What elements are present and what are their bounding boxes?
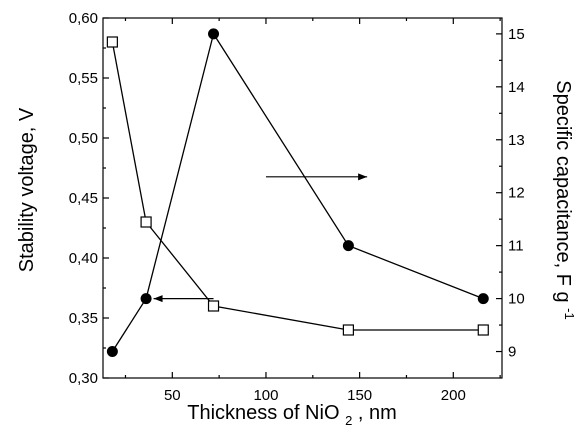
plot-frame xyxy=(102,17,503,379)
y2-axis-title-text: Specific capacitance, F g xyxy=(552,80,574,302)
x-axis-title-subscript: 2 xyxy=(345,413,352,428)
chart-ticks: 50 100 150 200 0,30 0,35 0,40 0,45 0,50 0,55 0,60 9… xyxy=(69,10,525,404)
y2-tick-label: 12 xyxy=(508,185,525,202)
y2-tick-label: 14 xyxy=(508,79,525,96)
arrow-head-left-axis xyxy=(153,295,163,303)
series-point-square xyxy=(342,324,354,336)
y2-tick-label: 13 xyxy=(508,132,525,149)
y-tick-label: 0,55 xyxy=(69,70,98,87)
y-tick-label: 0,35 xyxy=(69,310,98,327)
y-tick-label: 0,50 xyxy=(69,130,98,147)
y2-tick-label: 11 xyxy=(508,238,524,255)
chart-annotations xyxy=(153,173,368,303)
x-tick-label: 200 xyxy=(441,387,466,404)
series-point-square xyxy=(207,300,220,312)
x-tick-label: 50 xyxy=(164,387,181,404)
series-point-circle xyxy=(106,346,118,358)
series-point-circle xyxy=(477,293,489,305)
x-axis-title: Thickness of NiO 2 , nm xyxy=(187,402,397,430)
y2-axis-title: Specific capacitance, F g -1 xyxy=(552,80,577,319)
series-point-square xyxy=(140,216,152,228)
y2-tick-label: 9 xyxy=(508,344,516,361)
x-tick-label: 100 xyxy=(253,387,278,404)
series-point-square xyxy=(106,36,118,48)
y2-tick-label: 15 xyxy=(508,26,525,43)
x-axis-title-suffix: , nm xyxy=(358,402,397,424)
chart-axes xyxy=(102,17,503,379)
y-tick-label: 0,30 xyxy=(69,370,98,387)
series-line-left xyxy=(111,41,484,331)
y-tick-label: 0,40 xyxy=(69,250,98,267)
series-point-square xyxy=(477,324,489,336)
y-axis-title: Stability voltage, V xyxy=(16,107,38,272)
arrow-head-right-axis xyxy=(358,173,368,181)
y2-tick-label: 10 xyxy=(508,291,525,308)
series-point-circle xyxy=(208,28,220,40)
x-axis-title-text: Thickness of NiO xyxy=(187,402,339,424)
series-line-right xyxy=(111,32,484,352)
y-tick-label: 0,60 xyxy=(69,10,98,27)
chart-series xyxy=(106,28,489,358)
series-point-circle xyxy=(342,240,354,252)
y2-axis-title-superscript: -1 xyxy=(562,308,577,320)
x-tick-label: 150 xyxy=(347,387,372,404)
y-tick-label: 0,45 xyxy=(69,190,98,207)
series-point-circle xyxy=(140,293,152,305)
